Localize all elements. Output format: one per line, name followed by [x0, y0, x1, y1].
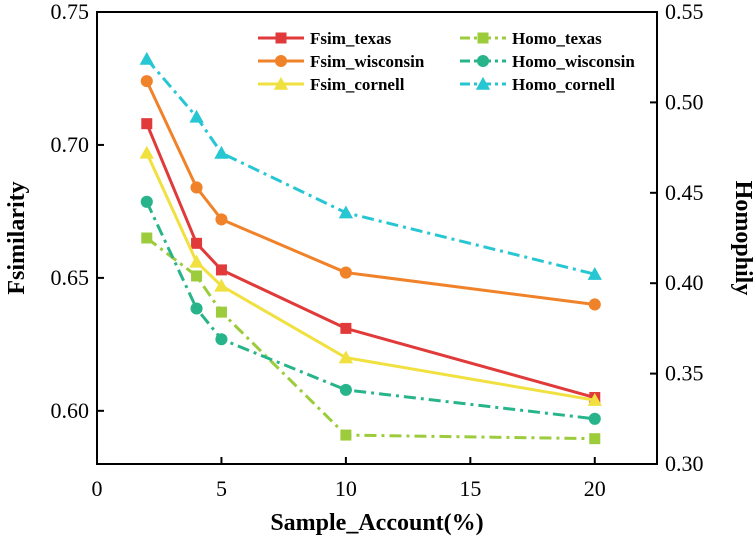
legend-swatch-marker	[273, 76, 289, 90]
legend-label: Homo_texas	[512, 29, 602, 48]
legend-label: Homo_cornell	[512, 75, 615, 94]
legend-swatch-marker	[475, 76, 491, 90]
legend-swatch-marker	[274, 54, 288, 68]
series-line	[145, 236, 595, 441]
data-point	[589, 433, 601, 445]
y-tick-label: 0.75	[51, 0, 90, 24]
data-point	[139, 51, 154, 65]
legend-item: Homo_wisconsin	[460, 52, 635, 71]
y-tick-label: 0.70	[51, 132, 90, 157]
y2-axis-title: Homophily	[730, 181, 755, 296]
legend-item: Homo_texas	[460, 29, 602, 48]
series-line	[145, 201, 595, 421]
series-homo-cornell	[139, 51, 602, 280]
legend-swatch-marker	[476, 54, 490, 68]
data-point	[338, 350, 354, 364]
x-tick-label: 5	[216, 476, 227, 501]
series-homo-wisconsin	[140, 195, 601, 425]
y-axis-title: Fsimilarity	[4, 181, 30, 294]
y2-tick-label: 0.30	[665, 451, 704, 476]
series-line	[145, 58, 596, 276]
data-point	[191, 270, 203, 282]
series-line	[145, 80, 595, 306]
data-point	[214, 145, 229, 159]
data-point	[191, 237, 203, 249]
data-point	[215, 306, 227, 318]
x-tick-label: 20	[584, 476, 606, 501]
series-line	[145, 123, 596, 399]
x-tick-label: 10	[335, 476, 357, 501]
data-point	[340, 322, 352, 334]
y2-tick-label: 0.45	[665, 180, 704, 205]
axis-ticks: 0 5 10 15 20 0.60 0.65 0.70 0.75 0.30 0.35 0.40 0.45…	[51, 0, 704, 501]
y2-tick-label: 0.35	[665, 361, 704, 386]
legend-item: Fsim_texas	[258, 29, 392, 48]
data-point	[339, 266, 352, 279]
plot-frame	[96, 11, 658, 465]
legend-swatch-marker	[477, 32, 489, 44]
legend-item: Homo_cornell	[460, 75, 615, 94]
y2-tick-label: 0.55	[665, 0, 704, 24]
series-fsim-cornell	[139, 145, 602, 406]
x-tick-label: 15	[459, 476, 481, 501]
data-point	[588, 412, 601, 425]
legend-label: Fsim_wisconsin	[310, 52, 425, 71]
data-point	[215, 264, 227, 276]
legend-label: Fsim_texas	[310, 29, 392, 48]
data-point	[139, 145, 154, 159]
data-point	[338, 205, 354, 219]
data-point	[140, 75, 153, 88]
data-point	[141, 232, 153, 244]
legend: Fsim_texas Fsim_wisconsin Fsim_cornell Homo…	[258, 29, 635, 94]
y2-tick-label: 0.50	[665, 89, 704, 114]
legend-label: Homo_wisconsin	[512, 52, 635, 71]
axes-frame	[96, 11, 658, 465]
x-tick-label: 0	[92, 476, 103, 501]
data-point	[340, 429, 352, 441]
series-fsim-wisconsin	[140, 75, 601, 311]
legend-label: Fsim_cornell	[310, 75, 405, 94]
data-point	[587, 393, 602, 406]
data-point	[587, 267, 602, 280]
data-point	[190, 181, 203, 194]
series-fsim-texas	[141, 118, 601, 404]
data-point	[190, 302, 203, 315]
series-layer	[139, 51, 602, 445]
data-point	[189, 254, 204, 268]
y-tick-label: 0.65	[51, 265, 90, 290]
data-point	[141, 118, 153, 130]
data-point	[140, 195, 153, 208]
x-axis-title: Sample_Account(%)	[270, 510, 483, 536]
data-point	[339, 383, 352, 396]
data-point	[214, 278, 229, 292]
legend-item: Fsim_wisconsin	[258, 52, 425, 71]
data-point	[215, 213, 228, 226]
data-point	[215, 333, 228, 346]
data-point	[588, 298, 601, 311]
legend-item: Fsim_cornell	[258, 75, 405, 94]
data-point	[189, 109, 204, 123]
y-tick-label: 0.60	[51, 398, 90, 423]
y2-tick-label: 0.40	[665, 270, 704, 295]
legend-swatch-marker	[275, 32, 287, 44]
series-homo-texas	[141, 232, 601, 445]
